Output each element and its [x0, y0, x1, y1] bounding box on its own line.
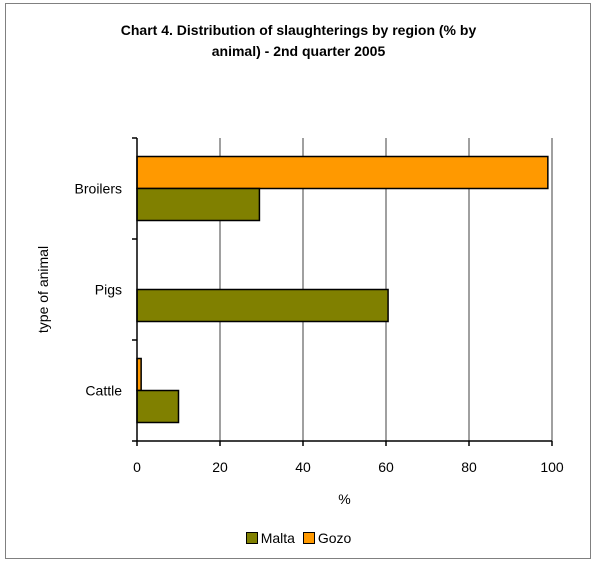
chart-title: Chart 4. Distribution of slaughterings b…: [0, 20, 597, 62]
bar-gozo-broilers: [136, 155, 549, 190]
y-tick-label: Cattle: [85, 383, 122, 399]
bars: [136, 155, 549, 424]
bar-malta-pigs: [136, 288, 389, 323]
y-tick-label: Broilers: [75, 181, 122, 197]
y-tick-label: Pigs: [95, 282, 122, 298]
y-axis-title: type of animal: [35, 246, 51, 333]
x-axis-title: %: [338, 491, 350, 507]
legend-label-malta: Malta: [260, 530, 295, 546]
legend-label-gozo: Gozo: [317, 530, 352, 546]
chart-title-line-2: animal) - 2nd quarter 2005: [211, 43, 386, 59]
x-tick-label: 80: [461, 459, 477, 475]
legend-item-malta: Malta: [245, 530, 295, 546]
chart-frame: [5, 3, 591, 559]
bar-malta-broilers: [136, 187, 261, 222]
x-tick-label: 100: [540, 459, 564, 475]
legend-swatch-malta: [245, 532, 258, 544]
legend-item-gozo: Gozo: [302, 530, 352, 546]
y-tick-labels: Broilers Pigs Cattle: [75, 181, 123, 399]
x-tick-label: 40: [295, 459, 311, 475]
bar-malta-cattle: [136, 389, 180, 424]
x-tick-label: 20: [212, 459, 228, 475]
chart-title-line-1: Chart 4. Distribution of slaughterings b…: [120, 22, 477, 38]
x-tick-label: 0: [133, 459, 141, 475]
x-tick-label: 60: [378, 459, 394, 475]
x-tick-labels: 0 20 40 60 80 100: [133, 459, 564, 475]
legend-swatch-gozo: [302, 532, 315, 544]
axes: [132, 137, 553, 446]
legend: Malta Gozo: [0, 530, 597, 547]
